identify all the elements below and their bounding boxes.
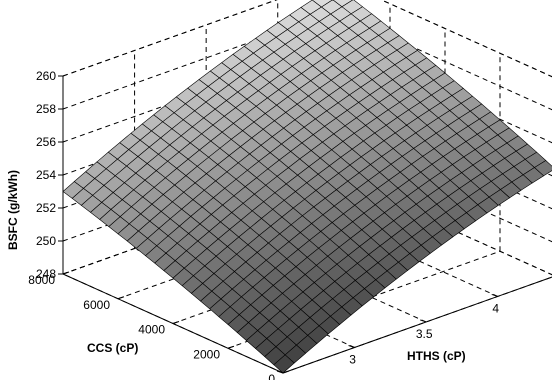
x-axis-line	[282, 276, 552, 374]
y-tick-label: 0	[268, 372, 275, 380]
y-tick-mark	[227, 345, 235, 349]
z-tick-label: 258	[36, 102, 56, 116]
x-axis-ticks: 2.5 3 3.5 4	[273, 293, 499, 380]
y-axis-label: CCS (cP)	[87, 341, 138, 355]
x-tick-label: 3	[349, 352, 356, 366]
y-tick-mark	[172, 321, 180, 324]
y-axis-ticks: 0 2000 4000 6000 8000	[28, 271, 290, 380]
y-tick-mark	[282, 370, 290, 374]
x-axis-label: HTHS (cP)	[407, 349, 466, 363]
z-tick-label: 260	[36, 69, 56, 83]
z-tick-label: 248	[36, 267, 56, 281]
grid-z-line	[62, 11, 336, 110]
x-tick-label: 2.5	[273, 378, 290, 380]
x-tick-mark	[276, 370, 284, 374]
z-axis-label: BSFC (g/kWh)	[6, 170, 20, 250]
y-tick-label: 4000	[138, 323, 165, 337]
grid-z-line	[380, 0, 552, 78]
grid-z-line	[62, 0, 278, 77]
y-tick-label: 6000	[83, 298, 110, 312]
z-tick-label: 252	[36, 201, 56, 215]
x-tick-label: 3.5	[416, 327, 433, 341]
y-tick-label: 8000	[28, 273, 55, 287]
bsfc-surface	[62, 0, 552, 374]
y-tick-mark	[117, 296, 125, 300]
y-tick-mark	[62, 271, 70, 275]
z-tick-label: 256	[36, 135, 56, 149]
z-axis-ticks: 248 250 252 254 256 258 260	[36, 69, 63, 281]
surface-patch	[534, 160, 552, 177]
z-tick-label: 254	[36, 168, 56, 182]
z-tick-label: 250	[36, 234, 56, 248]
x-tick-mark	[491, 293, 498, 297]
x-tick-mark	[348, 344, 355, 348]
x-tick-mark	[419, 319, 427, 323]
y-tick-label: 2000	[193, 347, 220, 361]
x-tick-label: 4	[492, 301, 499, 315]
